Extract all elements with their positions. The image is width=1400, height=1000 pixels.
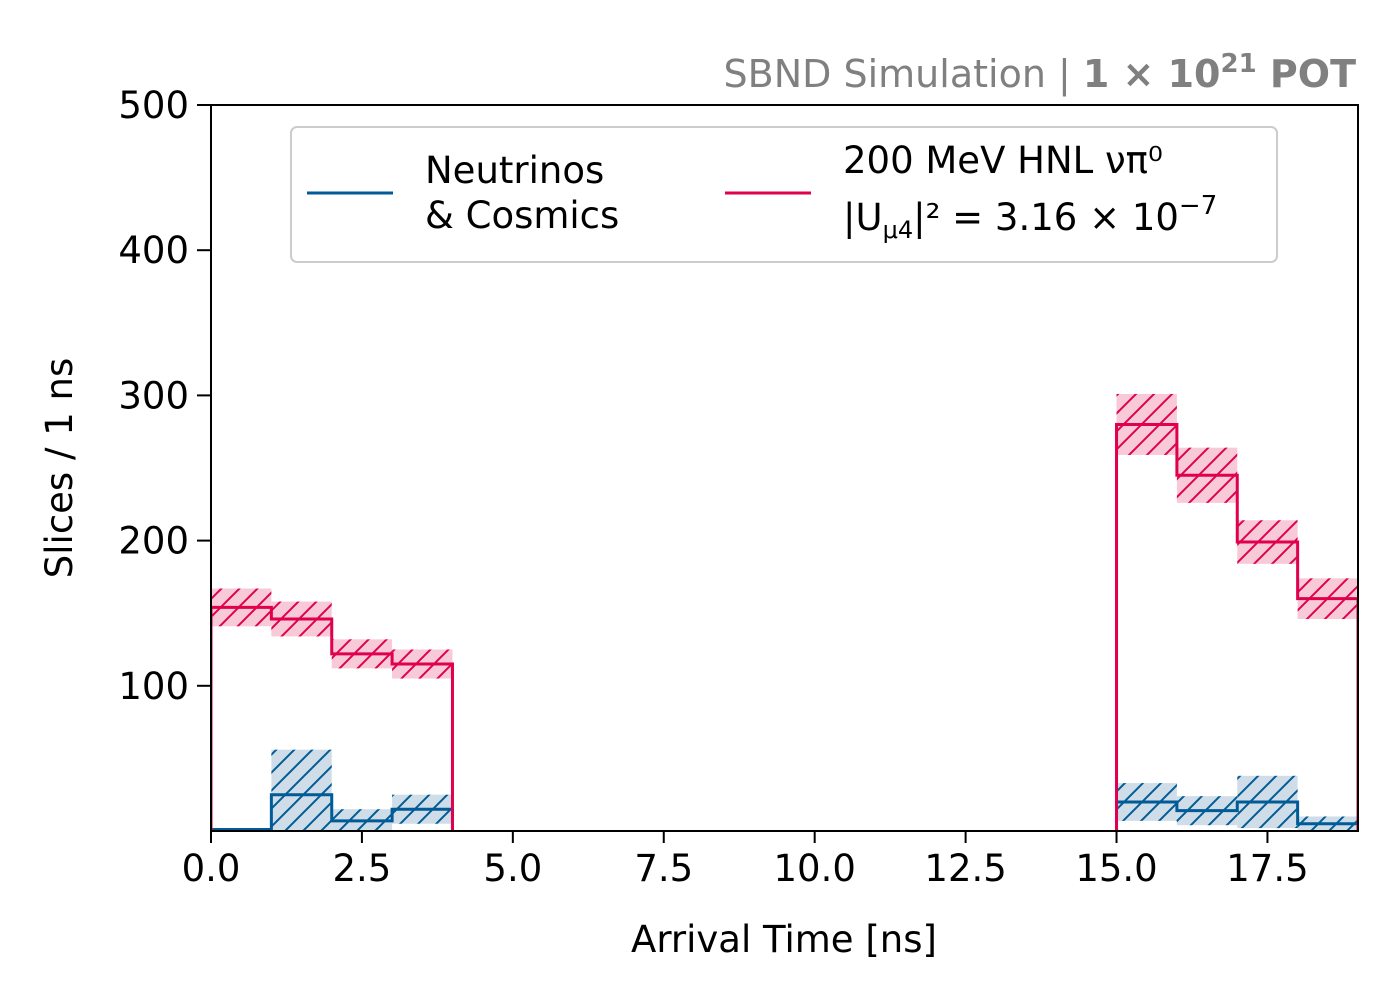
histogram-steps	[211, 422, 1358, 831]
sig-histogram-step	[211, 605, 454, 831]
x-tick-label: 10.0	[773, 847, 855, 890]
headline-prefix: SBND Simulation |	[724, 52, 1083, 97]
legend: Neutrinos & Cosmics 200 MeV HNL νπ⁰ |Uμ4…	[290, 126, 1278, 263]
x-tick-label: 15.0	[1075, 847, 1157, 890]
headline-pot-exp: 21	[1221, 49, 1257, 79]
uncertainty-bands	[211, 393, 1358, 831]
y-axis-ticks: 100 200 300 400 500	[118, 84, 211, 708]
bkg-uncertainty-hatch	[271, 749, 332, 831]
bkg-histogram-step	[1115, 800, 1358, 831]
x-axis-label: Arrival Time [ns]	[631, 918, 937, 961]
y-tick-label: 100	[118, 665, 189, 708]
sig-histogram-step	[1115, 422, 1358, 831]
x-tick-label: 0.0	[182, 847, 241, 890]
legend-label-neutrinos: Neutrinos	[425, 149, 604, 192]
coupling-sub: μ4	[883, 216, 914, 244]
x-axis-ticks: 0.0 2.5 5.0 7.5 10.0 12.5 15.0 17.5	[182, 831, 1309, 890]
legend-label-hnl: 200 MeV HNL νπ⁰	[843, 139, 1163, 182]
bkg-histogram-step	[211, 793, 454, 831]
x-tick-label: 17.5	[1226, 847, 1308, 890]
y-tick-label: 500	[118, 84, 189, 127]
y-tick-label: 400	[118, 229, 189, 272]
chart-headline: SBND Simulation | 1 × 1021 POT	[724, 49, 1357, 97]
legend-label-cosmics: & Cosmics	[425, 194, 619, 237]
x-tick-label: 7.5	[634, 847, 693, 890]
x-tick-label: 5.0	[483, 847, 542, 890]
plot-frame	[210, 104, 1359, 832]
y-axis-label: Slices / 1 ns	[38, 358, 81, 578]
x-tick-label: 2.5	[332, 847, 391, 890]
y-tick-label: 300	[118, 374, 189, 417]
coupling-sup: −7	[1179, 191, 1217, 221]
coupling-rest: |² = 3.16 × 10	[913, 196, 1179, 239]
headline-pot-suffix: POT	[1257, 52, 1356, 96]
legend-label-coupling: |Uμ4|² = 3.16 × 10−7	[843, 191, 1217, 244]
coupling-base: |U	[843, 196, 883, 239]
x-tick-label: 12.5	[924, 847, 1006, 890]
headline-pot-base: 1 × 10	[1083, 52, 1221, 96]
y-tick-label: 200	[118, 520, 189, 563]
